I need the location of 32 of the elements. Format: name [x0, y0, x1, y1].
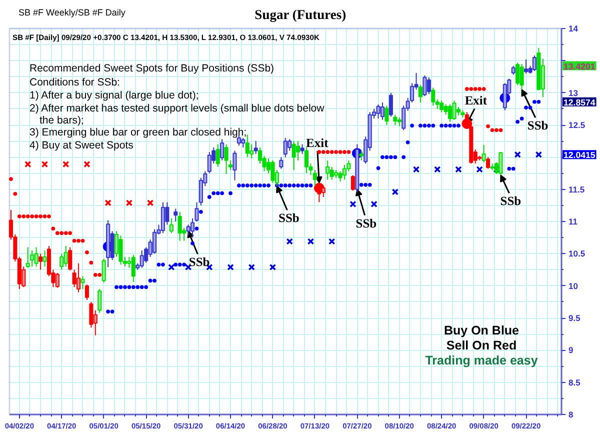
- y-tick-label: 10.5: [568, 248, 586, 259]
- annotation: 2) After market has tested support levels (small blue dots below the bars);: [30, 102, 325, 126]
- y-tick-label: 12.5: [568, 120, 586, 130]
- y-tick-label: 8.5: [568, 377, 581, 388]
- y-tick-label: 14: [568, 24, 578, 34]
- annotation: 3) Emerging blue bar or green bar closed high;: [30, 126, 247, 138]
- y-tick-label: 11.5: [568, 184, 585, 194]
- annotation: Recommended Sweet Spots for Buy Positions (SSb): [30, 62, 274, 74]
- annotation: SSb: [500, 194, 522, 208]
- annotation: Sell On Red: [446, 338, 517, 352]
- annotation: 1) After a buy signal (large blue dot);: [30, 90, 199, 102]
- text: 12.8574: [564, 97, 596, 108]
- y-tick-label: 10: [568, 280, 578, 291]
- annotation: SSb: [356, 216, 377, 230]
- y-tick-label: 9.5: [568, 313, 581, 323]
- annotation: Exit: [464, 94, 488, 108]
- chart-title: Sugar (Futures): [254, 7, 346, 22]
- annotation: Buy On Blue: [444, 324, 520, 338]
- text: 13.4201: [564, 61, 596, 72]
- annotation: Conditions for SSb:: [30, 76, 120, 88]
- y-tick-label: 8: [568, 410, 574, 420]
- annotation: SSb: [278, 211, 300, 226]
- annotation: Exit: [306, 136, 330, 150]
- text: 12.0415: [564, 150, 596, 160]
- y-tick-label: 11: [568, 216, 578, 226]
- annotation: SSb: [188, 255, 210, 270]
- y-tick-label: 9: [568, 345, 574, 356]
- text: SB #F Weekly/SB #F Daily: [18, 8, 126, 18]
- annotation: SSb: [527, 118, 548, 133]
- annotation: Trading made easy: [425, 354, 538, 368]
- y-tick-label: 13: [568, 88, 578, 98]
- annotation: 4) Buy at Sweet Spots: [30, 140, 134, 152]
